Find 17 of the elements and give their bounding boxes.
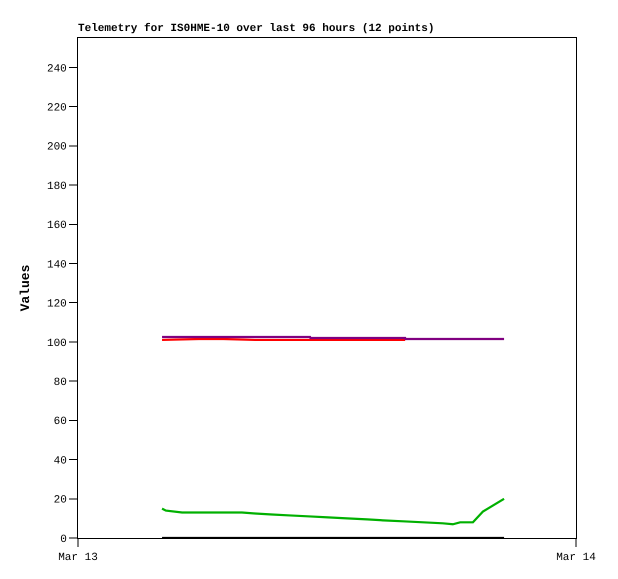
y-tick-label: 240 [46,63,67,76]
y-tick-label: 80 [54,376,67,389]
y-tick-label: 120 [46,298,67,311]
y-tick-label: 20 [54,494,67,507]
y-axis-title: Values [18,264,33,312]
y-tick-label: 180 [46,180,67,193]
x-tick-label: Mar 14 [556,552,596,564]
y-tick-label: 60 [54,416,67,428]
y-tick-label: 160 [46,220,67,232]
y-tick-label: 0 [60,534,67,546]
chart-title: Telemetry for IS0HME-10 over last 96 hours (12 points) [78,22,434,35]
y-tick-label: 140 [46,259,67,272]
y-tick-label: 40 [54,455,67,468]
y-tick-label: 200 [46,142,67,154]
y-tick-label: 220 [46,102,67,114]
y-tick-label: 100 [46,338,67,350]
x-tick-label: Mar 13 [58,552,98,564]
